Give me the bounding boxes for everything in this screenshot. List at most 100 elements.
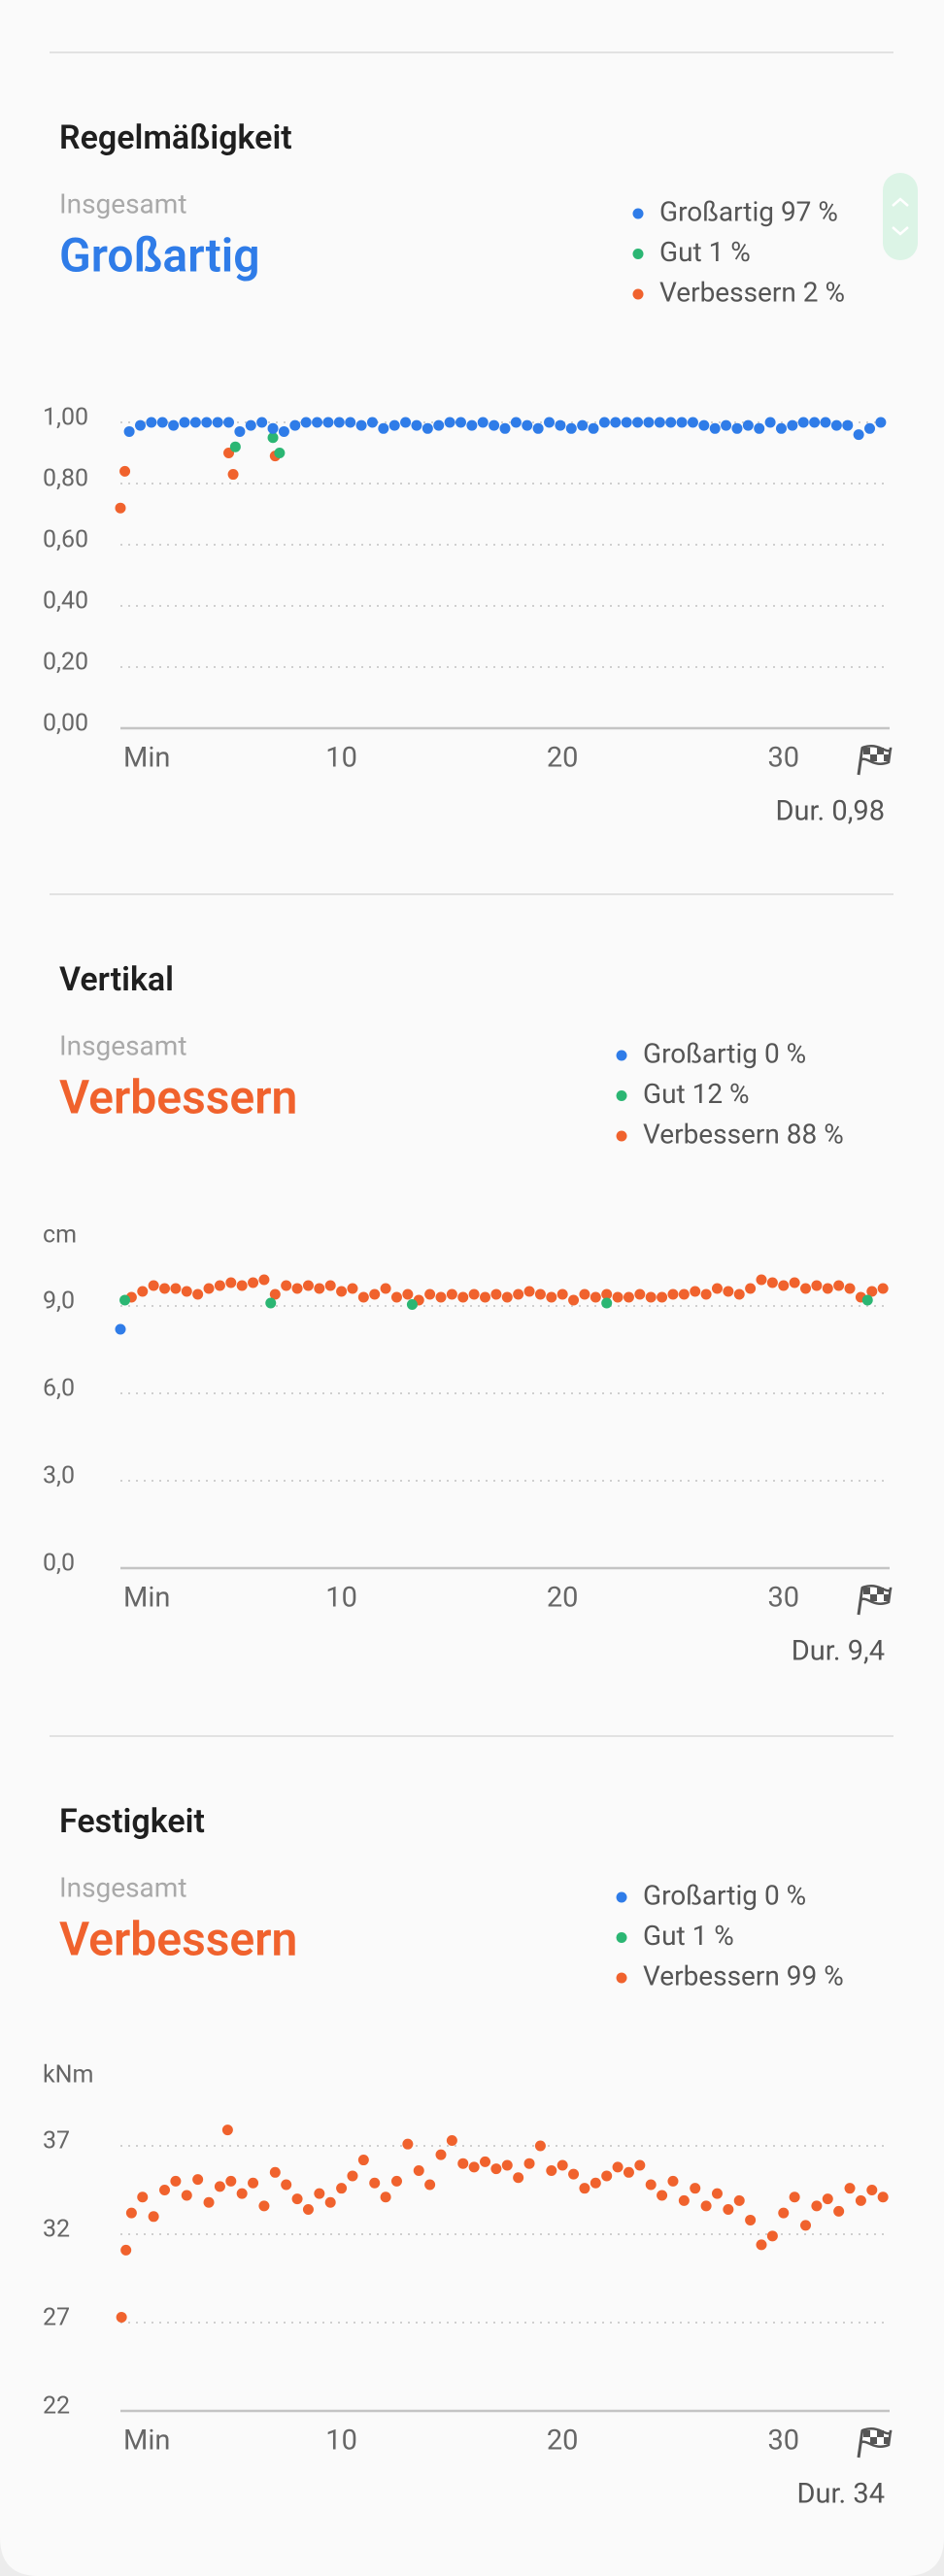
data-point	[645, 2179, 657, 2191]
legend-marker	[616, 1050, 627, 1061]
data-point	[555, 419, 566, 431]
data-point	[446, 2135, 457, 2147]
data-point	[281, 2179, 292, 2191]
data-point	[844, 2183, 856, 2194]
data-point	[490, 2163, 502, 2175]
data-point	[214, 1280, 225, 1291]
data-point	[643, 417, 655, 428]
data-point	[797, 417, 809, 428]
legend-marker	[632, 208, 644, 219]
x-tick-label: 30	[767, 2425, 799, 2458]
data-point	[742, 419, 754, 431]
data-point	[645, 1291, 657, 1303]
legend-label: Gut 1 %	[659, 236, 751, 268]
data-point	[300, 417, 312, 428]
data-point	[522, 419, 533, 431]
data-point	[667, 1288, 679, 1300]
section-title: Regelmäßigkeit	[59, 118, 292, 157]
data-point	[424, 1288, 436, 1300]
legend-marker	[616, 1972, 627, 1984]
data-point	[499, 422, 511, 434]
legend-label: Verbessern 2 %	[659, 276, 845, 308]
legend-marker	[616, 1891, 627, 1903]
overall-label: Insgesamt	[59, 1871, 187, 1903]
data-point	[134, 419, 146, 431]
data-point	[256, 417, 268, 428]
y-tick-label: 9,0	[43, 1288, 75, 1316]
y-tick-label: 32	[43, 2216, 70, 2244]
data-point	[690, 2183, 701, 2194]
data-point	[120, 2244, 132, 2256]
data-point	[267, 432, 279, 444]
legend-marker	[616, 1090, 627, 1101]
data-point	[579, 1288, 590, 1300]
data-point	[632, 417, 644, 428]
data-point	[289, 419, 301, 431]
data-point	[588, 422, 599, 434]
data-point	[314, 2188, 325, 2199]
data-point	[510, 417, 522, 428]
data-point	[413, 2164, 424, 2176]
data-point	[125, 2207, 137, 2219]
legend-marker	[616, 1130, 627, 1142]
x-tick-label: 10	[325, 742, 357, 775]
data-point	[223, 417, 235, 428]
data-point	[864, 422, 876, 434]
data-point	[877, 1283, 889, 1294]
data-point	[400, 417, 412, 428]
data-point	[357, 1291, 369, 1303]
data-point	[612, 1291, 624, 1303]
data-point	[457, 1291, 469, 1303]
data-point	[711, 1283, 723, 1294]
legend-label: Großartig 0 %	[643, 1879, 806, 1911]
finish-flag-icon	[857, 1585, 893, 1616]
data-point	[568, 1294, 580, 1306]
scroll-button[interactable]	[883, 173, 918, 260]
data-point	[830, 419, 842, 431]
data-point	[333, 417, 345, 428]
data-point	[203, 1283, 215, 1294]
data-point	[800, 1283, 812, 1294]
y-tick-label: 22	[43, 2392, 70, 2421]
data-point	[390, 2175, 402, 2187]
data-point	[811, 2200, 823, 2212]
data-point	[745, 1283, 757, 1294]
y-unit: kNm	[43, 2061, 93, 2090]
data-point	[844, 1283, 856, 1294]
data-point	[532, 422, 544, 434]
data-point	[201, 417, 213, 428]
data-point	[789, 2191, 800, 2203]
data-point	[480, 2156, 491, 2167]
finish-flag-icon	[857, 745, 893, 776]
data-point	[513, 1288, 524, 1300]
data-point	[380, 2191, 391, 2203]
data-point	[455, 417, 466, 428]
data-point	[322, 417, 334, 428]
data-point	[822, 1283, 833, 1294]
data-point	[477, 417, 489, 428]
data-point	[225, 1277, 237, 1288]
average: Dur. 9,4	[792, 1635, 885, 1668]
data-point	[678, 1288, 690, 1300]
data-point	[378, 422, 389, 434]
data-point	[855, 2194, 866, 2206]
data-point	[733, 1288, 745, 1300]
data-point	[778, 2207, 790, 2219]
data-point	[179, 417, 190, 428]
data-point	[433, 419, 445, 431]
data-point	[156, 417, 168, 428]
data-point	[579, 2183, 590, 2194]
data-point	[314, 1283, 325, 1294]
data-point	[634, 1288, 646, 1300]
data-point	[214, 2181, 225, 2192]
data-point	[687, 417, 698, 428]
data-point	[390, 1291, 402, 1303]
data-point	[302, 1280, 314, 1291]
data-point	[754, 422, 765, 434]
data-point	[657, 1291, 668, 1303]
data-point	[234, 425, 246, 437]
data-point	[269, 1288, 281, 1300]
data-point	[388, 419, 400, 431]
data-point	[181, 1286, 192, 1297]
data-point	[457, 2158, 469, 2169]
